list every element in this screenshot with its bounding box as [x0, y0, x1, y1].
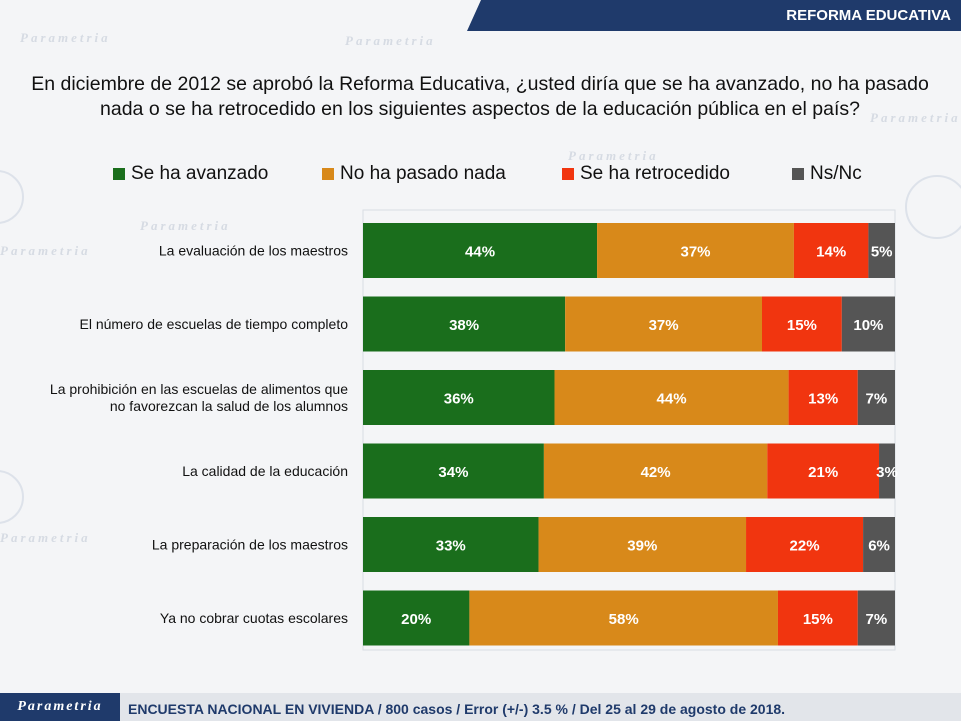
data-label: 15% [803, 611, 833, 628]
survey-question: En diciembre de 2012 se aprobó la Reform… [31, 73, 929, 120]
category-label: La prohibición en las escuelas de alimen… [50, 381, 348, 397]
bar-segment [767, 443, 880, 499]
data-label: 37% [649, 317, 679, 334]
category-label: La calidad de la educación [182, 463, 348, 479]
data-label: 33% [436, 538, 466, 555]
data-label: 39% [627, 538, 657, 555]
section-title: REFORMA EDUCATIVA [786, 7, 951, 24]
legend-label: Se ha avanzado [131, 163, 269, 184]
bar-segment [538, 517, 747, 572]
data-label: 38% [449, 317, 479, 334]
legend-swatch [113, 168, 125, 180]
footer-logo: Parametria [0, 693, 120, 721]
legend-item: Se ha avanzado [113, 163, 268, 185]
bar-segment [863, 517, 895, 572]
bar-segment [363, 590, 470, 646]
bar-segment [793, 223, 869, 278]
legend-item: No ha pasado nada [322, 163, 506, 185]
data-label: 14% [816, 244, 846, 261]
data-label: 6% [868, 538, 890, 555]
legend-swatch [562, 168, 574, 180]
watermark-text: Parametria [0, 530, 91, 545]
bar-segment [469, 590, 778, 646]
legend-label: Se ha retrocedido [580, 163, 730, 184]
bar-segment [363, 296, 566, 352]
bar-segment [788, 370, 858, 425]
watermark-text: Parametria [140, 218, 231, 233]
watermark-text: Parametria [345, 33, 436, 48]
data-label: 36% [444, 391, 474, 408]
footer-note: ENCUESTA NACIONAL EN VIVIENDA / 800 caso… [128, 701, 786, 717]
bar-segment [841, 296, 895, 352]
data-label: 15% [787, 317, 817, 334]
data-label: 7% [866, 391, 888, 408]
chart-legend: Se ha avanzado No ha pasado nada Se ha r… [0, 163, 961, 187]
section-header: REFORMA EDUCATIVA [467, 0, 961, 31]
stacked-bar-chart: La evaluación de los maestros 44% 37% 14% 5%… [50, 209, 898, 651]
watermark-circle-shape [905, 175, 961, 239]
data-label: 7% [866, 611, 888, 628]
bar-segment [363, 223, 598, 278]
bar-segment [746, 517, 864, 572]
bar-segment [868, 223, 895, 278]
header-stripe [467, 0, 481, 31]
bar-segment [857, 370, 895, 425]
legend-label: Ns/Nc [810, 163, 862, 184]
legend-label: No ha pasado nada [340, 163, 506, 184]
bar-segment [363, 443, 544, 499]
category-label: La preparación de los maestros [152, 537, 348, 553]
legend-swatch [322, 168, 334, 180]
data-label: 21% [808, 464, 838, 481]
watermark-text: Parametria [568, 148, 659, 163]
data-label: 58% [609, 611, 639, 628]
bar-segment [597, 223, 794, 278]
data-label: 3% [876, 464, 898, 481]
bar-segment [363, 517, 539, 572]
data-label: 34% [438, 464, 468, 481]
data-label: 22% [790, 538, 820, 555]
data-label: 10% [853, 317, 883, 334]
category-label: La evaluación de los maestros [159, 243, 348, 259]
bar-segment [857, 590, 895, 646]
category-label: no favorezcan la salud de los alumnos [110, 398, 348, 414]
watermark-text: Parametria [20, 30, 111, 45]
data-label: 5% [871, 244, 893, 261]
data-label: 13% [808, 391, 838, 408]
plot-frame [362, 209, 896, 651]
bar-segment [554, 370, 789, 425]
bar-segment [777, 590, 858, 646]
bar-segment [879, 443, 895, 499]
bar-segment [565, 296, 762, 352]
data-label: 42% [641, 464, 671, 481]
footer-bar [0, 693, 961, 721]
legend-item: Ns/Nc [792, 163, 862, 185]
legend-swatch [792, 168, 804, 180]
watermark-text: Parametria [0, 243, 91, 258]
bar-segment [762, 296, 842, 352]
data-label: 37% [680, 244, 710, 261]
category-label: El número de escuelas de tiempo completo [80, 316, 349, 332]
bar-segment [363, 370, 555, 425]
legend-item: Se ha retrocedido [562, 163, 730, 185]
category-label: Ya no cobrar cuotas escolares [160, 610, 348, 626]
bar-segment [543, 443, 768, 499]
watermark-text: Parametria [870, 110, 961, 125]
data-label: 44% [657, 391, 687, 408]
data-label: 44% [465, 244, 495, 261]
data-label: 20% [401, 611, 431, 628]
